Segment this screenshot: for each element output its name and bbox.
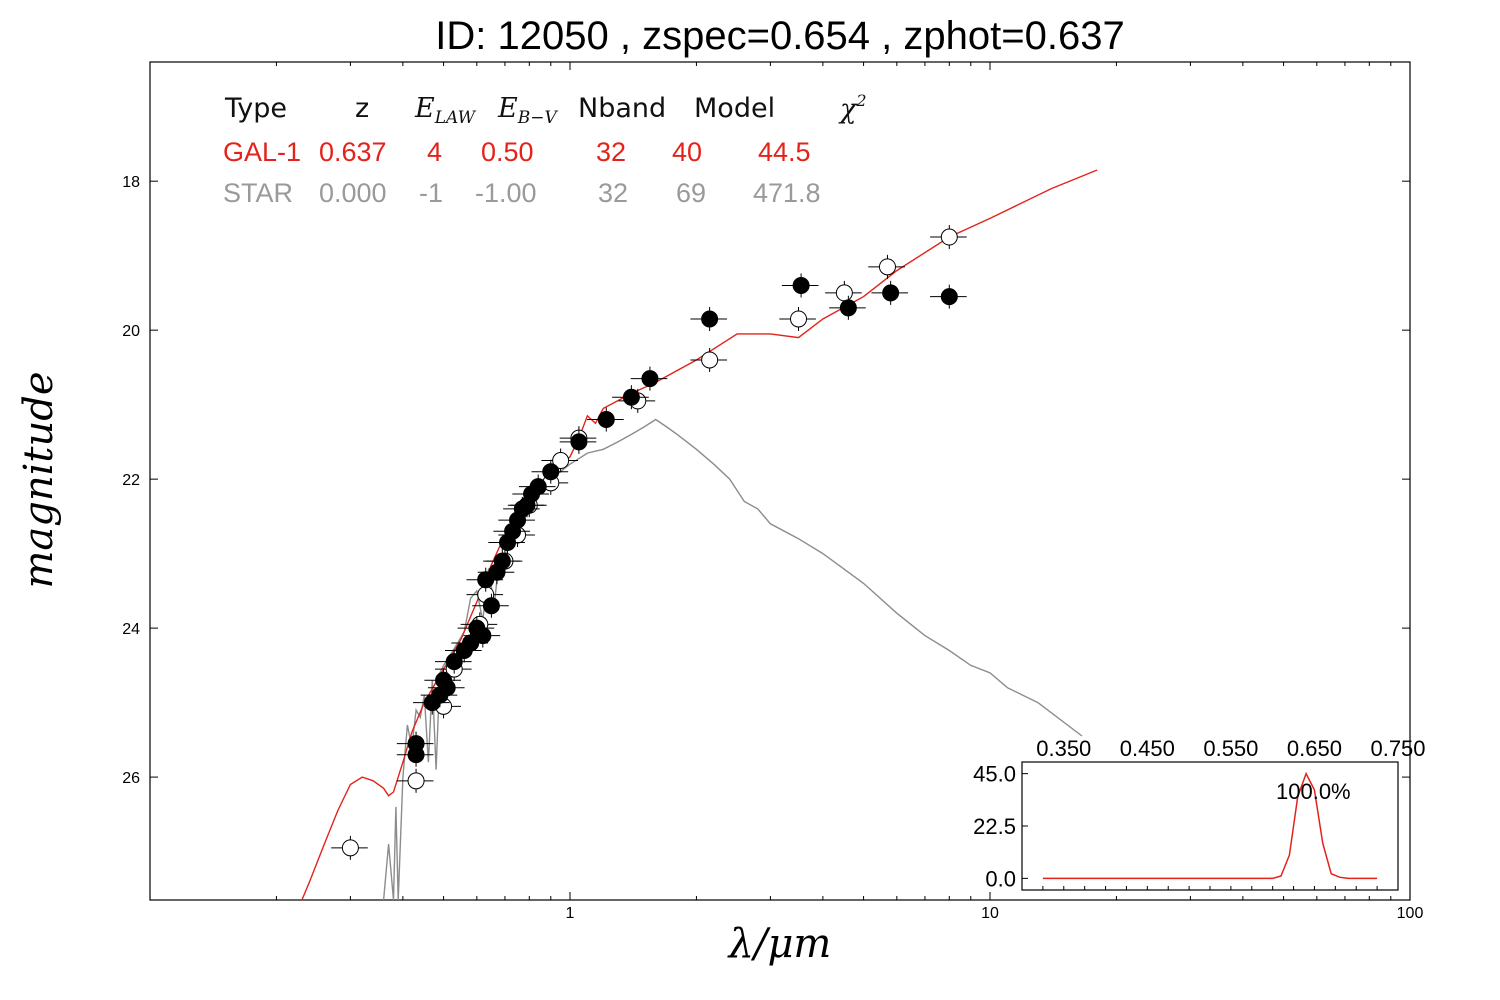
table-header-type: Type <box>224 93 287 124</box>
observed-point <box>597 411 615 429</box>
observed-point <box>482 597 500 615</box>
table-header-z: z <box>355 93 369 124</box>
model-point <box>552 452 570 470</box>
table-header-ebv: EB−V <box>497 93 558 128</box>
model-point <box>878 258 896 276</box>
star-elaw: -1 <box>419 178 443 208</box>
observed-point <box>445 653 463 671</box>
observed-point <box>701 310 719 328</box>
gal-z: 0.637 <box>319 137 387 167</box>
model-point <box>341 839 359 857</box>
galaxy-model-line <box>301 169 1098 901</box>
x-tick-label: 1 <box>566 905 575 922</box>
observed-point <box>882 284 900 302</box>
inset-x-tick-label: 0.450 <box>1120 736 1175 761</box>
star-model: 69 <box>676 178 706 208</box>
inset-x-tick-label: 0.650 <box>1287 736 1342 761</box>
y-tick-label: 24 <box>122 621 140 638</box>
table-header-nband: Nband <box>578 93 666 124</box>
star-type: STAR <box>223 178 293 208</box>
inset-frame <box>1021 761 1399 891</box>
gal-nband: 32 <box>596 137 626 167</box>
observed-point <box>622 388 640 406</box>
y-tick-label: 22 <box>122 472 140 489</box>
gal-model: 40 <box>672 137 702 167</box>
model-point <box>940 228 958 246</box>
y-tick-label: 26 <box>122 770 140 787</box>
star-nband: 32 <box>598 178 628 208</box>
galaxy-model-layer <box>301 169 1098 901</box>
inset-y-tick-label: 45.0 <box>973 762 1016 787</box>
table-header-chi2: χ2 <box>838 91 867 125</box>
observed-point <box>641 370 659 388</box>
gal-chi2: 44.5 <box>758 137 811 167</box>
observed-point <box>839 299 857 317</box>
x-tick-label: 100 <box>1397 905 1424 922</box>
gal-type: GAL-1 <box>223 137 301 167</box>
star-chi2: 471.8 <box>753 178 821 208</box>
star-z: 0.000 <box>319 178 387 208</box>
table-header-model: Model <box>694 93 775 124</box>
axis-ticks-layer: 1 10 100 18 20 22 24 26 <box>122 62 1423 922</box>
observed-point <box>493 552 511 570</box>
observed-point <box>407 746 425 764</box>
inset-pdz-curve <box>1042 771 1378 880</box>
data-points-layer <box>331 225 967 860</box>
star-model-tail <box>1037 702 1083 737</box>
y-tick-label: 18 <box>122 174 140 191</box>
plot-frame <box>149 61 1411 901</box>
model-point <box>407 772 425 790</box>
x-axis-title: λ/μm <box>727 921 832 967</box>
model-point <box>701 351 719 369</box>
inset-ticks: 0.350 0.450 0.550 0.650 0.750 0.0 22.5 45.0 <box>973 736 1425 891</box>
inset-x-tick-label: 0.750 <box>1370 736 1425 761</box>
inset-x-tick-label: 0.550 <box>1203 736 1258 761</box>
observed-point <box>529 478 547 496</box>
observed-point <box>792 276 810 294</box>
fit-results-table: Type z ELAW EB−V Nband Model χ2 GAL-1 0.… <box>223 91 867 208</box>
table-header-elaw: ELAW <box>414 93 477 128</box>
chart-title: ID: 12050 , zspec=0.654 , zphot=0.637 <box>435 14 1125 58</box>
star-ebv: -1.00 <box>475 178 537 208</box>
x-tick-label: 10 <box>981 905 999 922</box>
pdz-inset: 0.350 0.450 0.550 0.650 0.750 0.0 22.5 45.0 100… <box>973 736 1425 891</box>
inset-pdz-line <box>1042 771 1378 880</box>
observed-point <box>462 634 480 652</box>
inset-y-tick-label: 0.0 <box>985 866 1016 891</box>
y-axis-title: magnitude <box>16 371 62 588</box>
gal-ebv: 0.50 <box>481 137 534 167</box>
observed-point <box>570 433 588 451</box>
model-point <box>835 284 853 302</box>
observed-point <box>542 463 560 481</box>
observed-point <box>474 627 492 645</box>
observed-point <box>438 679 456 697</box>
inset-x-tick-label: 0.350 <box>1036 736 1091 761</box>
gal-elaw: 4 <box>427 137 442 167</box>
observed-point <box>940 288 958 306</box>
inset-y-tick-label: 22.5 <box>973 814 1016 839</box>
model-point <box>790 310 808 328</box>
y-tick-label: 20 <box>122 323 140 340</box>
star-model-line <box>382 418 1039 901</box>
inset-annotation: 100.0% <box>1276 779 1351 804</box>
